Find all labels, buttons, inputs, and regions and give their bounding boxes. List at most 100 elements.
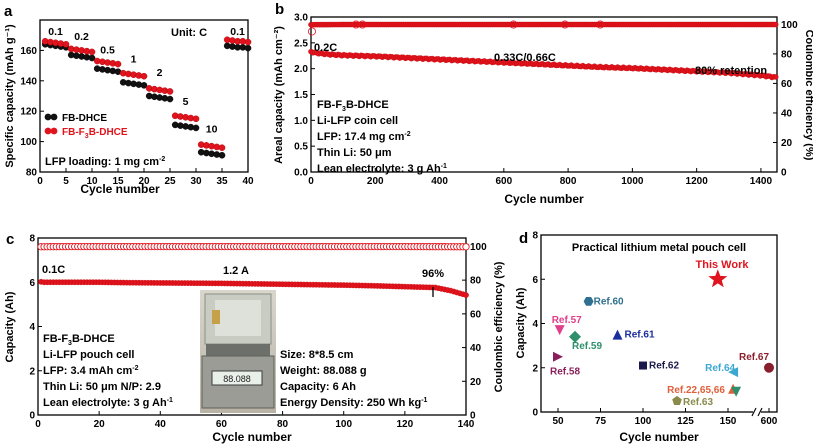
y-tick-label: 4 (532, 319, 538, 330)
x-tick-label: 400 (431, 176, 448, 187)
x-tick-label: 50 (552, 416, 564, 427)
y2-tick-label: 100 (470, 242, 487, 253)
y-tick-label: 80 (26, 168, 38, 179)
capacity-point (772, 74, 779, 80)
y-tick-label: 2.0 (294, 64, 308, 75)
ref-label: Ref.67 (739, 352, 769, 363)
x-tick-label: 0 (35, 419, 41, 430)
spec-capacity: Capacity: 6 Ah (280, 381, 356, 393)
y-tick-label: 2.5 (294, 38, 308, 49)
data-point (166, 95, 174, 103)
panel-d-ticks: 50 75 100 125 150 600 0 2 4 6 8 (532, 231, 777, 428)
x-tick-label: 0 (308, 176, 314, 187)
panel-c-points (37, 242, 470, 298)
panel-b-ticks: 0 200 400 600 800 1000 1200 14000.00.51.01.52.0… (294, 13, 798, 188)
data-point (218, 151, 226, 159)
x-tick-label: 1400 (750, 176, 773, 187)
y2-tick-label: 20 (470, 377, 482, 388)
x-tick-label: 140 (458, 419, 475, 430)
x-tick-label: 10 (86, 176, 98, 187)
marker-triangle-up (612, 329, 623, 340)
rate-label: 0.1 (230, 26, 245, 38)
marker-triangle-down (554, 325, 565, 336)
panel-b-label: b (275, 1, 284, 18)
x-tick-label: 15 (112, 176, 124, 187)
panel-c-info: FB-F3B-DHCE Li-LFP pouch cell LFP: 3.4 m… (43, 333, 173, 409)
x-tick-label: 100 (335, 419, 352, 430)
data-point (114, 60, 122, 68)
rate-label: 0.2 (74, 31, 89, 43)
data-point (244, 38, 252, 46)
panel-c-y2label: Coulombic efficiency (%) (493, 261, 505, 392)
legend-marker-fb-f3b-2 (50, 127, 58, 135)
rate-label: 0.5 (100, 44, 115, 56)
x-tick-label: 600 (761, 416, 778, 427)
legend-label-fb-dhce: FB-DHCE (62, 113, 107, 124)
marker-square (639, 361, 647, 370)
y2-tick-label: 60 (470, 309, 482, 320)
rate-label: 5 (183, 96, 189, 108)
y-tick-label: 0 (29, 411, 35, 422)
x-tick-label: 40 (155, 419, 167, 430)
panel-c-lean-electrolyte: Lean electrolyte: 3 g Ah-1 (43, 397, 173, 409)
panel-b-thin-li: Thin Li: 50 μm (317, 147, 392, 159)
balance-display (211, 370, 263, 386)
data-point (244, 44, 252, 52)
y2-tick-label: 80 (470, 276, 482, 287)
panel-d-this-work-label: This Work (696, 259, 750, 271)
panel-d-xlabel: Cycle number (619, 430, 699, 444)
ref-label: Ref.62 (649, 361, 679, 372)
pouch-cell-photo: 88.088 (200, 290, 276, 413)
spec-weight: Weight: 88.088 g (280, 365, 367, 377)
y-tick-label: 0.0 (294, 168, 308, 179)
y-tick-label: 4 (29, 322, 35, 333)
data-point (218, 144, 226, 151)
spec-energy-density: Energy Density: 250 Wh kg-1 (280, 397, 428, 409)
data-point (166, 88, 174, 95)
panel-d-label: d (519, 230, 528, 247)
panel-a-xlabel: Cycle number (80, 182, 160, 196)
panel-b-electrolyte-name: FB-F3B-DHCE (317, 99, 389, 113)
y-tick-label: 0 (532, 408, 538, 419)
x-tick-label: 20 (138, 176, 150, 187)
y-tick-label: 100 (20, 137, 37, 148)
x-tick-label: 40 (242, 176, 254, 187)
panel-d-points: Ref.60 Ref.57 Ref.59 Ref.61 Ref.58 Ref.62 Ref.… (550, 269, 774, 408)
panel-c-rate-initial: 0.1C (42, 264, 65, 276)
y2-tick-label: 60 (781, 79, 793, 90)
capacity-point (463, 292, 469, 298)
y-tick-label: 1.5 (294, 90, 308, 101)
panel-c-retention: 96% (422, 268, 444, 280)
legend-marker-fb-f3b (44, 127, 52, 135)
panel-b-ylabel: Areal capacity (mAh cm⁻²) (273, 26, 285, 164)
ref-label: Ref.58 (550, 367, 580, 378)
panel-b-lfp-loading: LFP: 17.4 mg cm-2 (317, 131, 411, 143)
panel-c-rate-main: 1.2 A (223, 265, 249, 277)
panel-b-points (307, 20, 779, 81)
legend-marker-fb-dhce (44, 113, 52, 121)
ref-label: Ref.22,65,66 (667, 385, 725, 396)
x-tick-label: 125 (677, 416, 694, 427)
ce-point (462, 243, 470, 251)
rate-label: 0.1 (48, 26, 63, 38)
data-point (140, 72, 148, 80)
y2-tick-label: 100 (781, 20, 798, 31)
y2-tick-label: 40 (470, 343, 482, 354)
data-point (192, 124, 200, 132)
rate-label: 2 (157, 67, 163, 79)
panel-d-ylabel: Capacity (Ah) (515, 287, 527, 358)
balance-plate (206, 344, 270, 356)
panel-d-title: Practical lithium metal pouch cell (572, 242, 746, 254)
y2-tick-label: 20 (781, 138, 793, 149)
panel-b-cell-type: Li-LFP coin cell (317, 115, 398, 127)
rate-label: 1 (131, 54, 137, 66)
balance-reading: 88.088 (223, 374, 251, 384)
panel-b-info: FB-F3B-DHCE Li-LFP coin cell LFP: 17.4 m… (317, 99, 447, 175)
panel-a-rate-labels: 0.1 0.2 0.5 1 2 5 10 0.1 (48, 26, 245, 135)
spec-size: Size: 8*8.5 cm (280, 349, 354, 361)
ref-label: Ref.60 (594, 296, 624, 307)
